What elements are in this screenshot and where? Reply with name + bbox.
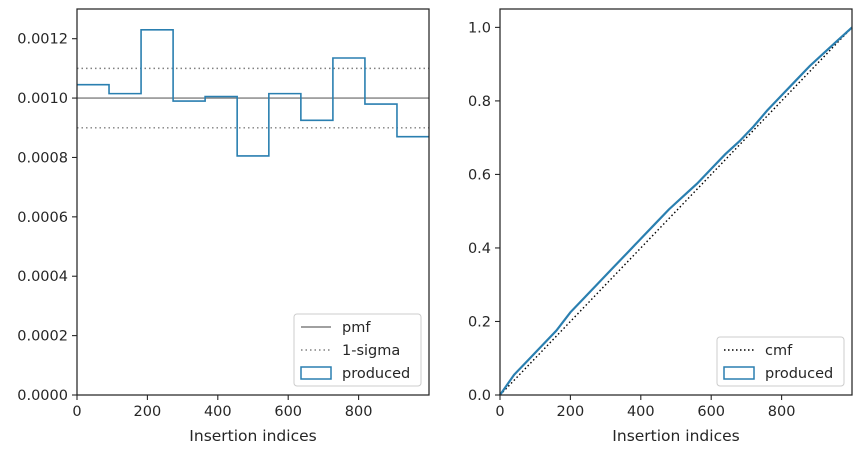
reference-lines bbox=[77, 67, 429, 129]
legend-produced-swatch bbox=[300, 366, 332, 380]
x-tick-label: 200 bbox=[134, 404, 162, 420]
y-tick-label: 0.4 bbox=[468, 241, 491, 257]
x-tick-label: 200 bbox=[557, 404, 585, 420]
x-tick-label: 0 bbox=[72, 404, 81, 420]
y-tick-label: 0.0006 bbox=[17, 210, 68, 226]
y-tick-label: 0.2 bbox=[468, 314, 491, 330]
x-tick-label: 400 bbox=[204, 404, 232, 420]
y-tick-label: 0.0008 bbox=[17, 150, 68, 166]
y-tick-label: 0.6 bbox=[468, 167, 491, 183]
y-tick-label: 0.0004 bbox=[17, 269, 68, 285]
x-tick-label: 600 bbox=[697, 404, 725, 420]
x-tick-label: 400 bbox=[627, 404, 655, 420]
y-tick-label: 1.0 bbox=[468, 20, 491, 36]
tick-layer: 0 200 400 600 800 0.0 0.2 0.4 0.6 0.8 1.0 bbox=[468, 20, 796, 420]
y-tick-label: 0.0 bbox=[468, 388, 491, 404]
legend-cmf-label: cmf bbox=[765, 343, 793, 359]
x-tick-label: 800 bbox=[768, 404, 796, 420]
legend: pmf 1-sigma produced bbox=[293, 313, 422, 387]
plot-frame bbox=[499, 8, 853, 396]
plot-frame bbox=[76, 8, 430, 396]
x-axis-label: Insertion indices bbox=[612, 427, 739, 445]
series-layer bbox=[77, 28, 429, 157]
x-axis-label: Insertion indices bbox=[189, 427, 316, 445]
cdf-panel: 0 200 400 600 800 0.0 0.2 0.4 0.6 0.8 1.0 Insertio… bbox=[468, 8, 853, 445]
legend-sigma-label: 1-sigma bbox=[342, 343, 400, 359]
x-tick-label: 600 bbox=[274, 404, 302, 420]
x-tick-label: 0 bbox=[495, 404, 504, 420]
x-tick-label: 800 bbox=[345, 404, 373, 420]
cmf-line bbox=[499, 26, 853, 396]
legend-produced-swatch bbox=[723, 366, 755, 380]
histogram-panel: 0 200 400 600 800 0.0000 0.0002 0.0004 0.0006 0.0… bbox=[17, 8, 430, 445]
y-tick-label: 0.0002 bbox=[17, 329, 68, 345]
legend-produced-label: produced bbox=[765, 366, 833, 382]
y-tick-label: 0.0000 bbox=[17, 388, 68, 404]
legend: cmf produced bbox=[716, 336, 845, 387]
tick-layer: 0 200 400 600 800 0.0000 0.0002 0.0004 0.0006 0.0… bbox=[17, 32, 372, 420]
y-tick-label: 0.0012 bbox=[17, 32, 68, 48]
legend-produced-label: produced bbox=[342, 366, 410, 382]
legend-box bbox=[293, 313, 422, 387]
series-layer bbox=[499, 26, 853, 396]
produced-line bbox=[499, 26, 853, 396]
y-tick-label: 0.0010 bbox=[17, 91, 68, 107]
y-tick-label: 0.8 bbox=[468, 94, 491, 110]
legend-box bbox=[716, 336, 845, 387]
produced-step-line bbox=[77, 28, 429, 157]
legend-pmf-label: pmf bbox=[342, 320, 371, 336]
